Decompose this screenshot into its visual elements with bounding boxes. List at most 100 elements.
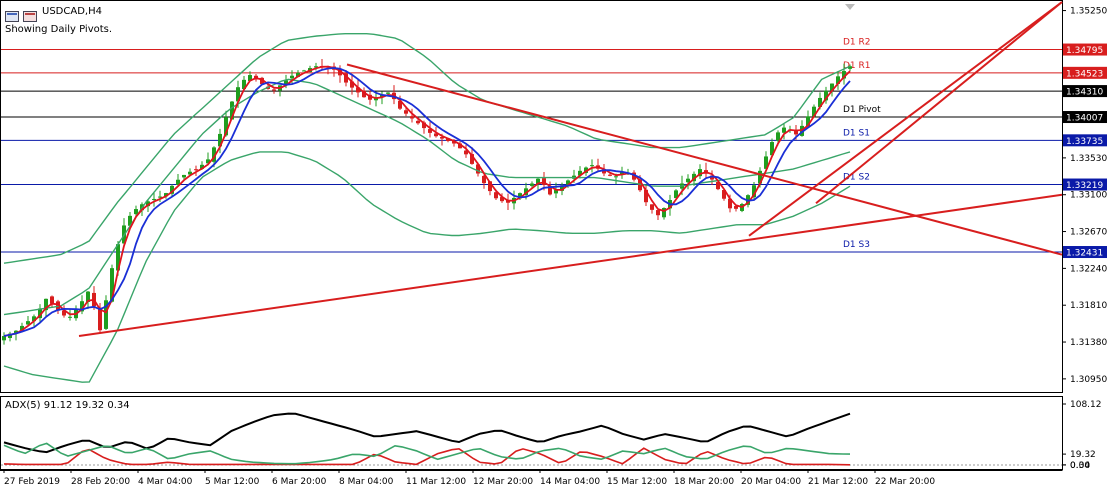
x-tick-label: 21 Mar 12:00 (808, 477, 868, 487)
candle-up (686, 178, 690, 183)
candle-up (674, 190, 678, 199)
candle-up (566, 180, 570, 185)
indicator-label: ADX(5) 91.12 19.32 0.34 (5, 400, 130, 411)
candle-up (206, 159, 210, 164)
x-tick-label: 6 Mar 20:00 (272, 477, 327, 487)
candle-down (548, 186, 552, 195)
pivot-label: D1 R2 (843, 38, 871, 48)
trendline (748, 1, 1063, 237)
candle-up (26, 321, 30, 325)
candle-up (836, 76, 840, 84)
candle-down (728, 198, 732, 209)
adx-y-tick-label: 19.32 (1070, 450, 1096, 460)
candle-up (758, 170, 762, 184)
candle-up (770, 142, 774, 156)
price-label: 1.34523 (1066, 69, 1103, 79)
chart-window-icon (5, 7, 39, 22)
candle-down (482, 175, 486, 184)
candle-up (314, 66, 318, 68)
candle-up (752, 185, 756, 198)
y-tick-label: 1.33530 (1070, 154, 1107, 164)
y-tick-label: 1.33100 (1070, 191, 1107, 201)
adx-minus-di-line (3, 442, 851, 465)
candle-down (656, 210, 660, 216)
candle-up (662, 208, 666, 218)
x-tick-label: 5 Mar 12:00 (205, 477, 260, 487)
price-label: 1.32431 (1066, 249, 1103, 259)
candle-down (494, 192, 498, 199)
candle-up (44, 298, 48, 311)
candle-up (698, 169, 702, 177)
candle-up (248, 75, 252, 81)
adx-y-tick-label: 0.00 (1070, 461, 1090, 471)
adx-y-tick-label: 108.12 (1070, 400, 1102, 410)
candle-down (428, 129, 432, 133)
candle-down (416, 120, 420, 124)
candle-down (470, 154, 474, 164)
candle-up (86, 291, 90, 302)
candle-up (32, 316, 36, 322)
candle-up (104, 300, 108, 329)
ma-slow-line (3, 67, 851, 337)
candle-up (386, 92, 390, 94)
price-label-box (1063, 246, 1107, 259)
candle-down (446, 138, 450, 142)
candle-up (380, 94, 384, 98)
candle-up (146, 201, 150, 207)
x-tick-label: 22 Mar 20:00 (875, 477, 935, 487)
candle-up (200, 164, 204, 169)
y-tick-label: 1.30950 (1070, 375, 1107, 385)
candle-down (50, 296, 54, 304)
y-tick-label: 1.32240 (1070, 264, 1107, 274)
candle-down (338, 68, 342, 76)
candle-down (260, 77, 264, 85)
candle-down (632, 172, 636, 180)
candle-up (824, 90, 828, 101)
y-tick-label: 1.31810 (1070, 301, 1107, 311)
candle-up (134, 209, 138, 215)
candle-up (590, 165, 594, 167)
candle-down (422, 122, 426, 129)
price-label-box (1063, 178, 1107, 191)
ma-fast-line (3, 65, 851, 337)
candle-down (722, 190, 726, 199)
candle-down (440, 137, 444, 139)
candle-down (710, 175, 714, 180)
candle-down (488, 181, 492, 192)
candle-up (776, 132, 780, 141)
price-label: 1.34007 (1066, 114, 1103, 124)
candle-down (608, 174, 612, 176)
candle-down (194, 169, 198, 171)
candle-down (458, 143, 462, 149)
candle-up (116, 244, 120, 271)
candle-up (560, 185, 564, 191)
candle-up (218, 133, 222, 147)
chart-symbol-title: USDCAD,H4 (42, 6, 102, 17)
adx-y-tick-label: 0.34 (1070, 461, 1090, 471)
trendline (78, 193, 1063, 338)
candle-up (842, 71, 846, 79)
candle-up (212, 147, 216, 162)
x-tick-label: 27 Feb 2019 (4, 477, 60, 487)
candle-up (692, 173, 696, 182)
candle-up (620, 171, 624, 175)
bollinger-band-line (3, 78, 851, 316)
pivot-label: D1 Pivot (843, 105, 881, 115)
main-pane-frame (0, 0, 1063, 393)
candle-down (404, 110, 408, 114)
trendline (346, 63, 1063, 256)
candle-up (614, 176, 618, 178)
pivot-label: D1 S1 (843, 128, 870, 138)
candle-down (716, 182, 720, 190)
candle-up (764, 156, 768, 169)
candle-up (584, 167, 588, 173)
candle-down (602, 170, 606, 174)
candle-up (578, 170, 582, 176)
candle-down (98, 307, 102, 331)
candle-up (224, 117, 228, 136)
adx-pane-frame (0, 396, 1063, 470)
x-tick-label: 15 Mar 12:00 (607, 477, 667, 487)
adx-main-line (3, 412, 851, 454)
